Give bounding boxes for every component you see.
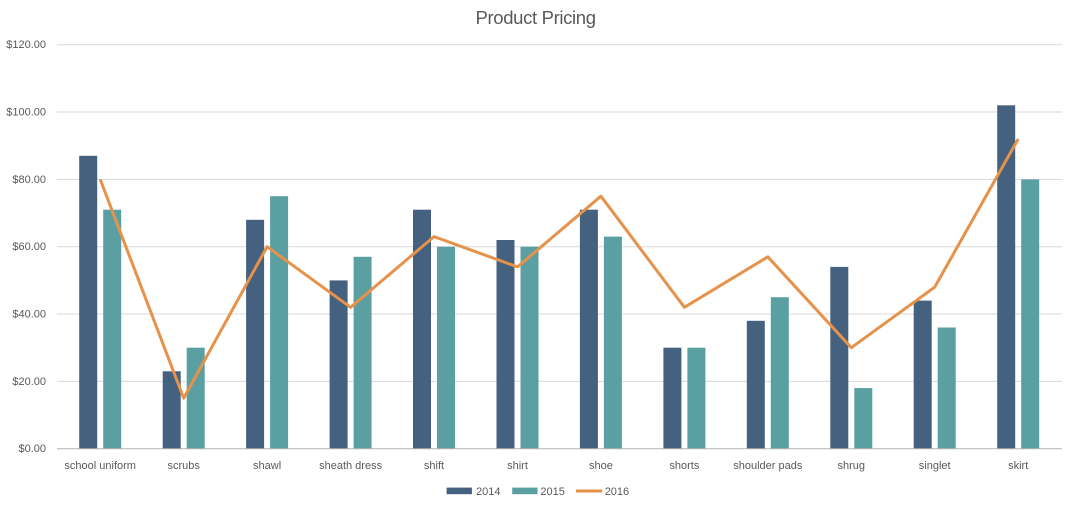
svg-text:shawl: shawl [253, 460, 281, 472]
svg-text:$0.00: $0.00 [18, 443, 46, 455]
svg-text:2015: 2015 [540, 486, 564, 498]
svg-text:$100.00: $100.00 [6, 107, 46, 119]
svg-text:shoe: shoe [589, 460, 613, 472]
svg-text:singlet: singlet [919, 460, 951, 472]
svg-text:$60.00: $60.00 [12, 241, 46, 253]
svg-text:sheath dress: sheath dress [319, 460, 382, 472]
svg-text:2016: 2016 [605, 486, 629, 498]
svg-text:shorts: shorts [669, 460, 699, 472]
svg-text:2014: 2014 [476, 486, 500, 498]
svg-text:$40.00: $40.00 [12, 309, 46, 321]
svg-text:$120.00: $120.00 [6, 39, 46, 51]
svg-text:school uniform: school uniform [64, 460, 136, 472]
svg-text:scrubs: scrubs [167, 460, 200, 472]
svg-text:shift: shift [424, 460, 444, 472]
svg-text:$20.00: $20.00 [12, 376, 46, 388]
svg-text:shrug: shrug [838, 460, 866, 472]
svg-text:shirt: shirt [507, 460, 528, 472]
svg-text:$80.00: $80.00 [12, 174, 46, 186]
svg-text:shoulder pads: shoulder pads [733, 460, 803, 472]
svg-text:skirt: skirt [1008, 460, 1028, 472]
svg-text:Product Pricing: Product Pricing [475, 7, 595, 28]
